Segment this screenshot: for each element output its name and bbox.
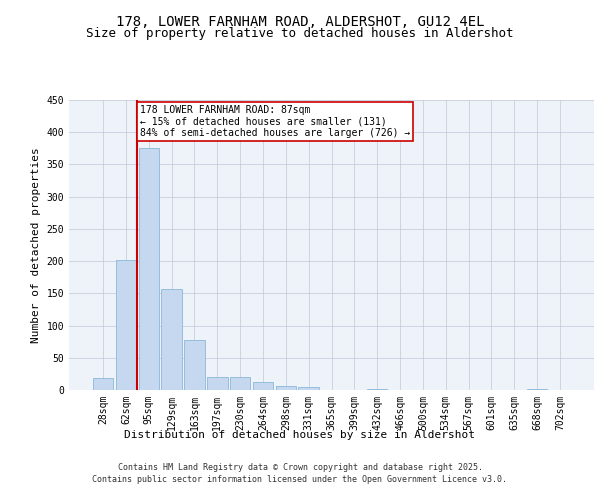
Bar — [527, 388, 547, 390]
Bar — [116, 260, 136, 390]
Bar — [184, 340, 205, 390]
Text: Size of property relative to detached houses in Aldershot: Size of property relative to detached ho… — [86, 28, 514, 40]
Text: Contains public sector information licensed under the Open Government Licence v3: Contains public sector information licen… — [92, 474, 508, 484]
Text: Distribution of detached houses by size in Aldershot: Distribution of detached houses by size … — [125, 430, 476, 440]
Bar — [139, 148, 159, 390]
Bar — [161, 289, 182, 390]
Bar — [93, 378, 113, 390]
Bar — [253, 382, 273, 390]
Bar — [298, 388, 319, 390]
Bar — [207, 377, 227, 390]
Text: 178 LOWER FARNHAM ROAD: 87sqm
← 15% of detached houses are smaller (131)
84% of : 178 LOWER FARNHAM ROAD: 87sqm ← 15% of d… — [140, 105, 410, 138]
Y-axis label: Number of detached properties: Number of detached properties — [31, 147, 41, 343]
Bar — [367, 388, 388, 390]
Text: Contains HM Land Registry data © Crown copyright and database right 2025.: Contains HM Land Registry data © Crown c… — [118, 463, 482, 472]
Bar — [275, 386, 296, 390]
Text: 178, LOWER FARNHAM ROAD, ALDERSHOT, GU12 4EL: 178, LOWER FARNHAM ROAD, ALDERSHOT, GU12… — [116, 15, 484, 29]
Bar — [230, 377, 250, 390]
